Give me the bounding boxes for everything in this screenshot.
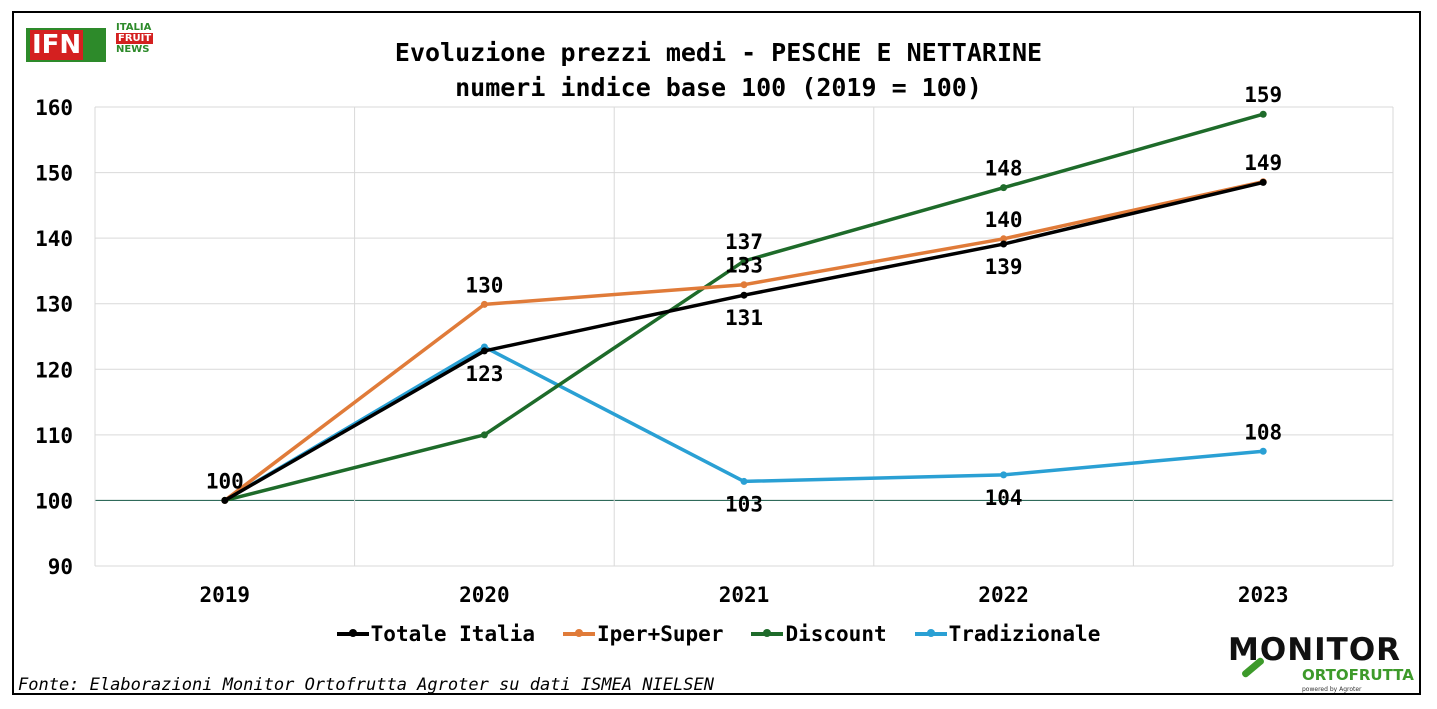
data-label: 123 <box>465 362 503 386</box>
legend-item-totale: Totale Italia <box>336 622 536 646</box>
ifn-logo-subtitle: ITALIA FRUIT NEWS <box>116 22 154 55</box>
x-tick-label: 2019 <box>200 583 251 607</box>
series-line-tradizionale <box>223 345 1264 502</box>
data-label: 139 <box>985 255 1023 279</box>
data-label: 100 <box>206 469 244 493</box>
legend-label-totale: Totale Italia <box>370 622 536 646</box>
data-label: 104 <box>985 486 1023 510</box>
legend-item-tradizionale: Tradizionale <box>914 622 1101 646</box>
data-point <box>1000 471 1008 479</box>
chart-frame <box>12 11 1421 695</box>
data-label: 133 <box>725 254 763 278</box>
data-label: 140 <box>985 208 1023 232</box>
monitor-logo-powered: powered by Agroter <box>1302 686 1362 693</box>
chart-legend: Totale Italia Iper+Super Discount Tradiz… <box>0 622 1437 646</box>
data-label: 137 <box>725 230 763 254</box>
y-tick-label: 130 <box>35 293 73 317</box>
data-point <box>1000 240 1008 248</box>
y-tick-label: 100 <box>35 489 73 513</box>
data-label: 103 <box>725 492 763 516</box>
data-point <box>480 347 488 355</box>
data-label: 148 <box>985 157 1023 181</box>
data-point <box>740 257 748 265</box>
y-tick-label: 150 <box>35 162 73 186</box>
legend-swatch-tradizionale <box>914 629 947 637</box>
ifn-logo-line-1: ITALIA <box>116 22 152 33</box>
ifn-logo-line-3: NEWS <box>116 44 150 55</box>
x-tick-label: 2021 <box>719 583 770 607</box>
chart-subtitle: numeri indice base 100 (2019 = 100) <box>455 73 982 102</box>
y-tick-label: 140 <box>35 227 73 251</box>
legend-label-tradizionale: Tradizionale <box>948 622 1101 646</box>
ifn-logo-text: IFN <box>30 30 84 60</box>
ifn-logo-line-2: FRUIT <box>116 33 154 44</box>
data-point <box>740 477 748 485</box>
data-label: 108 <box>1244 420 1282 444</box>
monitor-logo-sub: ORTOFRUTTA <box>1302 666 1414 684</box>
x-tick-label: 2023 <box>1238 583 1289 607</box>
y-tick-label: 90 <box>48 555 73 579</box>
monitor-ortofrutta-logo: MONITOR ORTOFRUTTA powered by Agroter <box>1228 634 1414 694</box>
data-label: 130 <box>465 273 503 297</box>
legend-item-discount: Discount <box>751 622 887 646</box>
y-tick-label: 160 <box>35 96 73 120</box>
data-point <box>1000 184 1008 192</box>
data-point <box>740 291 748 299</box>
chart-title: Evoluzione prezzi medi - PESCHE E NETTAR… <box>394 38 1043 67</box>
data-label: 149 <box>1244 151 1282 175</box>
data-label: 159 <box>1244 83 1282 107</box>
legend-label-iper: Iper+Super <box>597 622 724 646</box>
data-point <box>480 431 488 439</box>
y-tick-label: 120 <box>35 358 73 382</box>
x-tick-label: 2022 <box>978 583 1029 607</box>
data-point <box>1259 178 1267 186</box>
legend-item-iper: Iper+Super <box>563 622 723 646</box>
legend-swatch-iper <box>563 629 596 637</box>
data-point <box>740 281 748 289</box>
legend-swatch-discount <box>751 629 784 637</box>
data-point <box>1000 235 1008 243</box>
source-note: Fonte: Elaborazioni Monitor Ortofrutta A… <box>18 675 714 695</box>
data-point <box>1259 110 1267 118</box>
data-point <box>480 300 488 308</box>
legend-swatch-totale <box>336 629 369 637</box>
data-point <box>221 496 229 504</box>
legend-label-discount: Discount <box>785 622 887 646</box>
data-label: 131 <box>725 306 763 330</box>
x-tick-label: 2020 <box>459 583 510 607</box>
y-tick-label: 110 <box>35 424 73 448</box>
data-point <box>1259 447 1267 455</box>
